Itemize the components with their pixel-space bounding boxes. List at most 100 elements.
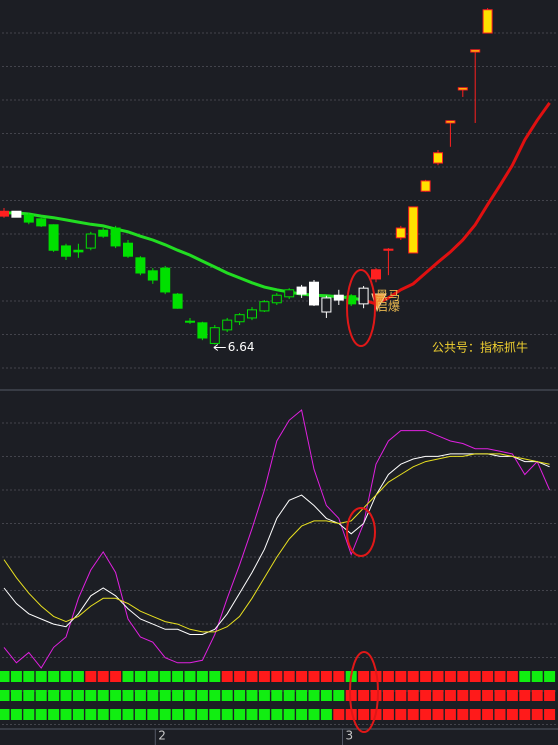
candle-body <box>197 322 208 339</box>
candle-body <box>147 270 158 281</box>
signal-block <box>333 709 345 720</box>
candle-body <box>482 9 493 34</box>
signal-block <box>382 671 394 682</box>
signal-block <box>85 671 97 682</box>
signal-block <box>382 690 394 701</box>
signal-block <box>172 709 184 720</box>
signal-block <box>519 709 531 720</box>
signal-block <box>23 671 35 682</box>
signal-block <box>159 671 171 682</box>
candle-body <box>395 227 406 239</box>
highlight-ellipse <box>346 507 376 557</box>
signal-block <box>444 690 456 701</box>
signal-block <box>60 690 72 701</box>
signal-block <box>407 709 419 720</box>
signal-block <box>494 671 506 682</box>
candle-body <box>110 227 121 247</box>
signal-block <box>122 709 134 720</box>
signal-block <box>110 709 122 720</box>
signal-block <box>159 709 171 720</box>
signal-block <box>432 690 444 701</box>
signal-block <box>258 690 270 701</box>
signal-block <box>23 690 35 701</box>
signal-block <box>48 709 60 720</box>
signal-block <box>407 690 419 701</box>
signal-block <box>196 709 208 720</box>
signal-block <box>358 709 370 720</box>
signal-block <box>85 709 97 720</box>
candle-body <box>296 286 307 295</box>
line <box>3 453 550 635</box>
signal-block <box>482 709 494 720</box>
signal-block <box>519 671 531 682</box>
signal-block <box>10 690 22 701</box>
x-tick-label: 2 <box>158 729 166 743</box>
candle-body <box>85 233 96 249</box>
signal-block <box>246 671 258 682</box>
signal-block <box>134 690 146 701</box>
candle-body <box>309 281 319 306</box>
signal-block <box>97 690 109 701</box>
signal-block <box>395 709 407 720</box>
signal-block <box>296 671 308 682</box>
signal-block <box>407 671 419 682</box>
signal-block <box>469 709 481 720</box>
candle-body <box>222 319 233 331</box>
signal-block <box>258 671 270 682</box>
signal-block <box>320 709 332 720</box>
line <box>3 453 550 633</box>
signal-block <box>184 671 196 682</box>
candle-body <box>333 294 344 301</box>
signal-block <box>395 690 407 701</box>
signal-block <box>35 690 47 701</box>
candle-body <box>383 248 394 251</box>
signal-block <box>531 709 543 720</box>
signal-block <box>432 709 444 720</box>
candle-body <box>358 287 369 305</box>
signal-block <box>172 671 184 682</box>
signal-block <box>221 709 233 720</box>
signal-block <box>382 709 394 720</box>
signal-block <box>48 690 60 701</box>
candle-body <box>420 180 431 192</box>
signal-block <box>35 671 47 682</box>
signal-block <box>271 690 283 701</box>
candle-body <box>371 269 381 280</box>
signal-block <box>209 709 221 720</box>
signal-block <box>457 690 469 701</box>
signal-block <box>0 690 10 701</box>
signal-block <box>110 690 122 701</box>
signal-block <box>48 671 60 682</box>
signal-block <box>72 690 84 701</box>
candle-body <box>23 214 34 223</box>
signal-block <box>320 671 332 682</box>
signal-block <box>0 671 10 682</box>
line <box>3 409 551 669</box>
signal-block <box>196 690 208 701</box>
signal-block <box>420 671 432 682</box>
signal-block <box>72 671 84 682</box>
candle-body <box>259 301 270 312</box>
signal-block <box>531 671 543 682</box>
signal-block <box>0 709 10 720</box>
candle-body <box>247 309 257 319</box>
signal-block <box>358 690 370 701</box>
signal-block <box>97 671 109 682</box>
candle-body <box>470 49 481 53</box>
candle-body <box>185 320 195 323</box>
signal-block <box>469 690 481 701</box>
candle-body <box>271 294 282 304</box>
signal-block <box>246 709 258 720</box>
signal-block <box>358 671 370 682</box>
candle-body <box>11 210 22 218</box>
signal-block <box>147 671 159 682</box>
signal-block <box>320 690 332 701</box>
signal-block <box>370 690 382 701</box>
candle-body <box>284 289 295 298</box>
candle-body <box>98 229 109 237</box>
candle-body <box>209 327 220 344</box>
signal-block <box>506 709 518 720</box>
signal-block <box>494 709 506 720</box>
signal-block <box>308 709 320 720</box>
